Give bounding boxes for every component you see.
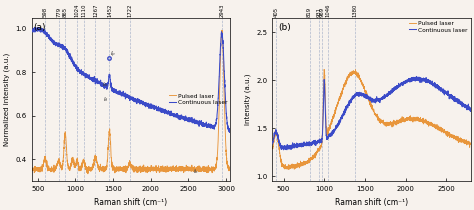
Continuous laser <box>280 145 286 147</box>
Pulsed laser <box>280 165 286 167</box>
Pulsed laser <box>206 170 212 173</box>
Line: Continuous laser: Continuous laser <box>273 76 471 150</box>
X-axis label: Raman shift (cm⁻¹): Raman shift (cm⁻¹) <box>335 198 408 206</box>
Continuous laser <box>468 109 474 111</box>
Pulsed laser <box>468 142 474 144</box>
Text: (a): (a) <box>34 22 46 32</box>
Continuous laser <box>29 28 35 31</box>
Continuous laser <box>227 131 232 133</box>
Pulsed laser <box>219 29 225 32</box>
Continuous laser <box>37 26 43 29</box>
Text: (b): (b) <box>278 22 291 32</box>
Continuous laser <box>140 102 146 105</box>
Continuous laser <box>366 97 372 100</box>
Pulsed laser <box>227 167 233 169</box>
Pulsed laser <box>199 169 204 171</box>
Pulsed laser <box>321 68 327 71</box>
Pulsed laser <box>361 85 367 88</box>
Continuous laser <box>361 93 366 95</box>
Pulsed laser <box>106 133 112 136</box>
Y-axis label: Intensity (a.u.): Intensity (a.u.) <box>244 74 251 125</box>
Continuous laser <box>281 149 286 151</box>
Line: Pulsed laser: Pulsed laser <box>32 30 230 174</box>
Pulsed laser <box>29 167 35 170</box>
Pulsed laser <box>462 142 468 145</box>
Continuous laser <box>199 121 204 124</box>
Continuous laser <box>106 75 112 77</box>
Pulsed laser <box>85 172 91 175</box>
Pulsed laser <box>366 99 372 101</box>
Line: Pulsed laser: Pulsed laser <box>273 70 471 169</box>
Continuous laser <box>462 106 468 108</box>
Pulsed laser <box>34 169 39 171</box>
Text: $I_{fi}$: $I_{fi}$ <box>103 96 109 104</box>
Continuous laser <box>191 121 196 123</box>
Continuous laser <box>413 75 419 78</box>
Text: $I_b$: $I_b$ <box>193 168 199 176</box>
Y-axis label: Normalized intensity (a.u.): Normalized intensity (a.u.) <box>3 53 10 146</box>
Pulsed laser <box>426 125 431 127</box>
Text: $I_{fo}$: $I_{fo}$ <box>102 80 109 89</box>
Pulsed laser <box>191 168 196 171</box>
Continuous laser <box>426 80 431 83</box>
Continuous laser <box>270 142 275 145</box>
Legend: Pulsed laser, Continuous laser: Pulsed laser, Continuous laser <box>410 21 468 33</box>
Continuous laser <box>462 104 468 106</box>
Pulsed laser <box>270 148 275 150</box>
Pulsed laser <box>462 142 468 145</box>
Legend: Pulsed laser, Continuous laser: Pulsed laser, Continuous laser <box>169 93 227 105</box>
Pulsed laser <box>286 168 292 171</box>
Line: Continuous laser: Continuous laser <box>32 27 230 132</box>
Pulsed laser <box>140 169 146 172</box>
Continuous laser <box>227 129 233 132</box>
X-axis label: Raman shift (cm⁻¹): Raman shift (cm⁻¹) <box>94 198 167 206</box>
Continuous laser <box>34 28 39 31</box>
Continuous laser <box>206 125 212 127</box>
Text: $I_p$: $I_p$ <box>110 50 117 60</box>
